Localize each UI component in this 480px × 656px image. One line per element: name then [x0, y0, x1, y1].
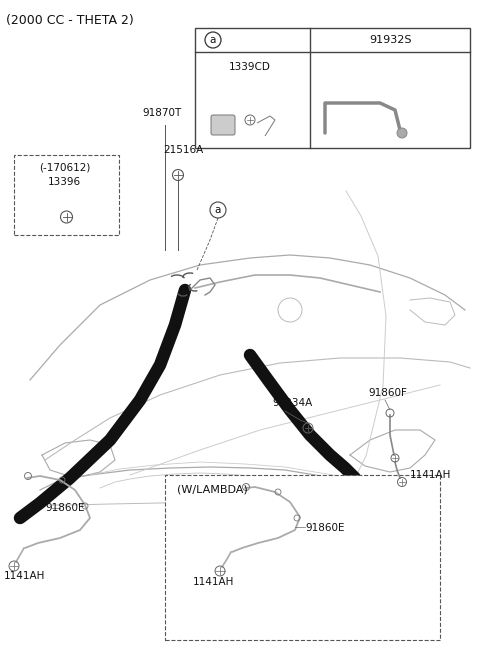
Text: (2000 CC - THETA 2): (2000 CC - THETA 2) — [6, 14, 134, 27]
Text: 1141AH: 1141AH — [4, 571, 46, 581]
Text: 1141AH: 1141AH — [410, 470, 451, 480]
Text: 91860F: 91860F — [368, 388, 407, 398]
Bar — [165, 475, 440, 640]
Text: 91932S: 91932S — [369, 35, 411, 45]
Text: 91234A: 91234A — [272, 398, 312, 408]
Text: 91860E: 91860E — [305, 523, 345, 533]
Text: a: a — [210, 35, 216, 45]
Bar — [195, 28, 470, 148]
Text: a: a — [215, 205, 221, 215]
Text: (W/LAMBDA): (W/LAMBDA) — [177, 485, 248, 495]
Bar — [14, 155, 119, 235]
Circle shape — [397, 128, 407, 138]
Text: (-170612)
13396: (-170612) 13396 — [39, 163, 90, 187]
Text: 1339CD: 1339CD — [229, 62, 271, 72]
FancyBboxPatch shape — [211, 115, 235, 135]
Text: 91860E: 91860E — [45, 503, 84, 513]
Text: 21516A: 21516A — [163, 145, 203, 155]
Text: 91870T: 91870T — [142, 108, 181, 118]
Text: 1141AH: 1141AH — [193, 577, 234, 587]
